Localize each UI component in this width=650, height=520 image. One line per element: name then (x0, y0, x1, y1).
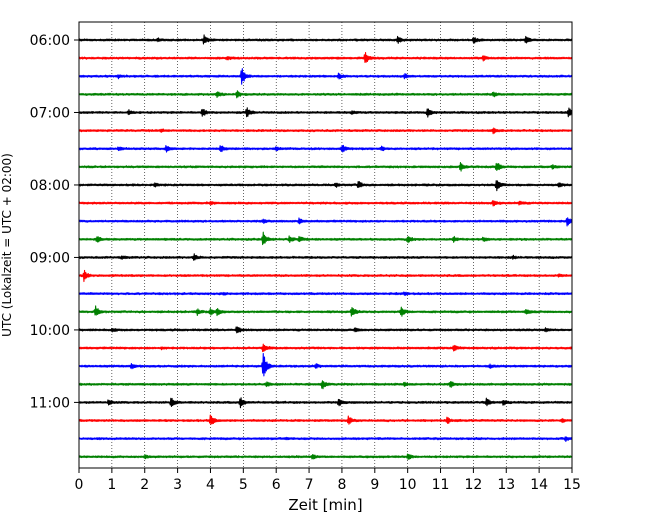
y-tick-label: 10:00 (30, 323, 70, 339)
trace-line (78, 253, 573, 261)
trace-line (78, 305, 573, 317)
y-tick-label: 07:00 (30, 105, 70, 121)
trace-line (78, 217, 573, 227)
x-tick-label: 9 (370, 477, 379, 493)
y-tick-label: 11:00 (30, 395, 70, 411)
x-tick-label: 15 (563, 477, 581, 493)
x-tick-label: 12 (464, 477, 482, 493)
trace-group (78, 34, 573, 460)
x-tick-label: 3 (173, 477, 182, 493)
trace-line (78, 68, 573, 85)
x-tick-label: 8 (337, 477, 346, 493)
trace-line (78, 34, 573, 45)
x-tick-label: 11 (432, 477, 450, 493)
x-tick-label: 4 (206, 477, 215, 493)
trace-line (78, 453, 573, 460)
trace-line (78, 200, 573, 207)
trace-line (78, 90, 573, 99)
y-tick-label: 06:00 (30, 33, 70, 49)
y-tick-label: 08:00 (30, 178, 70, 194)
x-axis: 0 1 2 3 4 5 6 7 8 9 10 11 12 13 14 15 (75, 468, 581, 493)
x-axis-label: Zeit [min] (288, 496, 362, 514)
x-tick-label: 5 (239, 477, 248, 493)
trace-line (78, 414, 573, 425)
y-axis: 06:00 07:00 08:00 09:00 10:00 11:00 (30, 33, 79, 411)
x-tick-label: 2 (140, 477, 149, 493)
trace-line (78, 291, 573, 296)
trace-line (78, 269, 573, 283)
trace-line (78, 231, 573, 246)
x-tick-label: 0 (75, 477, 84, 493)
trace-line (78, 326, 573, 334)
trace-line (78, 161, 573, 172)
trace-line (78, 144, 573, 153)
trace-line (78, 107, 573, 118)
x-tick-label: 7 (305, 477, 314, 493)
trace-line (78, 127, 573, 135)
x-tick-label: 13 (497, 477, 515, 493)
x-tick-label: 1 (107, 477, 116, 493)
x-tick-label: 6 (272, 477, 281, 493)
trace-line (78, 51, 573, 63)
trace-line (78, 397, 573, 409)
x-tick-label: 10 (399, 477, 417, 493)
trace-line (78, 343, 573, 353)
y-tick-label: 09:00 (30, 250, 70, 266)
trace-line (78, 436, 573, 442)
y-axis-label: UTC (Lokalzeit = UTC + 02:00) (0, 153, 14, 337)
trace-line (78, 180, 573, 192)
x-tick-label: 14 (530, 477, 548, 493)
trace-line (78, 380, 573, 390)
grid (111, 22, 540, 468)
trace-line (78, 353, 573, 377)
plot-frame (78, 21, 573, 469)
